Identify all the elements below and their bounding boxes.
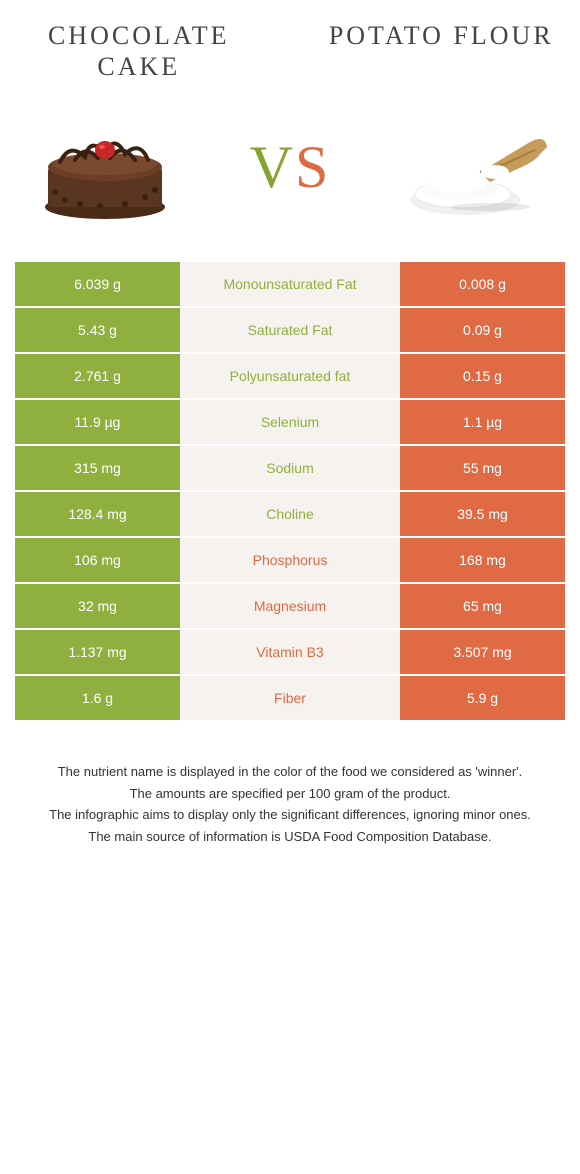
nutrient-label-cell: Monounsaturated Fat bbox=[180, 262, 400, 308]
right-food-title: POTATO FLOUR bbox=[318, 20, 566, 51]
right-value-cell: 1.1 µg bbox=[400, 400, 565, 446]
table-row: 32 mgMagnesium65 mg bbox=[15, 584, 565, 630]
left-value-cell: 5.43 g bbox=[15, 308, 180, 354]
nutrient-label-cell: Choline bbox=[180, 492, 400, 538]
table-row: 5.43 gSaturated Fat0.09 g bbox=[15, 308, 565, 354]
left-food-title: CHOCOLATE CAKE bbox=[15, 20, 263, 82]
right-value-cell: 0.09 g bbox=[400, 308, 565, 354]
header: CHOCOLATE CAKE POTATO FLOUR bbox=[15, 20, 565, 82]
nutrient-label-cell: Vitamin B3 bbox=[180, 630, 400, 676]
vs-row: VS bbox=[15, 107, 565, 227]
left-value-cell: 11.9 µg bbox=[15, 400, 180, 446]
vs-v-letter: V bbox=[250, 134, 295, 200]
nutrient-label-cell: Fiber bbox=[180, 676, 400, 722]
nutrient-label-cell: Phosphorus bbox=[180, 538, 400, 584]
right-value-cell: 0.15 g bbox=[400, 354, 565, 400]
vs-s-letter: S bbox=[295, 134, 330, 200]
footnote-line: The infographic aims to display only the… bbox=[35, 805, 545, 825]
nutrient-label-cell: Polyunsaturated fat bbox=[180, 354, 400, 400]
right-value-cell: 3.507 mg bbox=[400, 630, 565, 676]
nutrient-label-cell: Saturated Fat bbox=[180, 308, 400, 354]
left-value-cell: 32 mg bbox=[15, 584, 180, 630]
table-row: 2.761 gPolyunsaturated fat0.15 g bbox=[15, 354, 565, 400]
right-value-cell: 168 mg bbox=[400, 538, 565, 584]
footnote-line: The main source of information is USDA F… bbox=[35, 827, 545, 847]
left-value-cell: 1.6 g bbox=[15, 676, 180, 722]
left-value-cell: 6.039 g bbox=[15, 262, 180, 308]
footnote-line: The nutrient name is displayed in the co… bbox=[35, 762, 545, 782]
left-value-cell: 106 mg bbox=[15, 538, 180, 584]
vs-label: VS bbox=[250, 133, 331, 202]
table-row: 128.4 mgCholine39.5 mg bbox=[15, 492, 565, 538]
left-value-cell: 315 mg bbox=[15, 446, 180, 492]
nutrient-label-cell: Sodium bbox=[180, 446, 400, 492]
chocolate-cake-icon bbox=[25, 107, 185, 227]
table-row: 315 mgSodium55 mg bbox=[15, 446, 565, 492]
right-value-cell: 65 mg bbox=[400, 584, 565, 630]
nutrient-table: 6.039 gMonounsaturated Fat0.008 g5.43 gS… bbox=[15, 262, 565, 722]
nutrient-label-cell: Magnesium bbox=[180, 584, 400, 630]
right-value-cell: 39.5 mg bbox=[400, 492, 565, 538]
table-row: 106 mgPhosphorus168 mg bbox=[15, 538, 565, 584]
left-value-cell: 2.761 g bbox=[15, 354, 180, 400]
table-row: 1.6 gFiber5.9 g bbox=[15, 676, 565, 722]
footnotes: The nutrient name is displayed in the co… bbox=[15, 762, 565, 846]
table-row: 6.039 gMonounsaturated Fat0.008 g bbox=[15, 262, 565, 308]
right-value-cell: 0.008 g bbox=[400, 262, 565, 308]
table-row: 11.9 µgSelenium1.1 µg bbox=[15, 400, 565, 446]
right-value-cell: 55 mg bbox=[400, 446, 565, 492]
nutrient-label-cell: Selenium bbox=[180, 400, 400, 446]
left-value-cell: 128.4 mg bbox=[15, 492, 180, 538]
right-value-cell: 5.9 g bbox=[400, 676, 565, 722]
left-value-cell: 1.137 mg bbox=[15, 630, 180, 676]
table-row: 1.137 mgVitamin B33.507 mg bbox=[15, 630, 565, 676]
footnote-line: The amounts are specified per 100 gram o… bbox=[35, 784, 545, 804]
potato-flour-icon bbox=[395, 107, 555, 227]
